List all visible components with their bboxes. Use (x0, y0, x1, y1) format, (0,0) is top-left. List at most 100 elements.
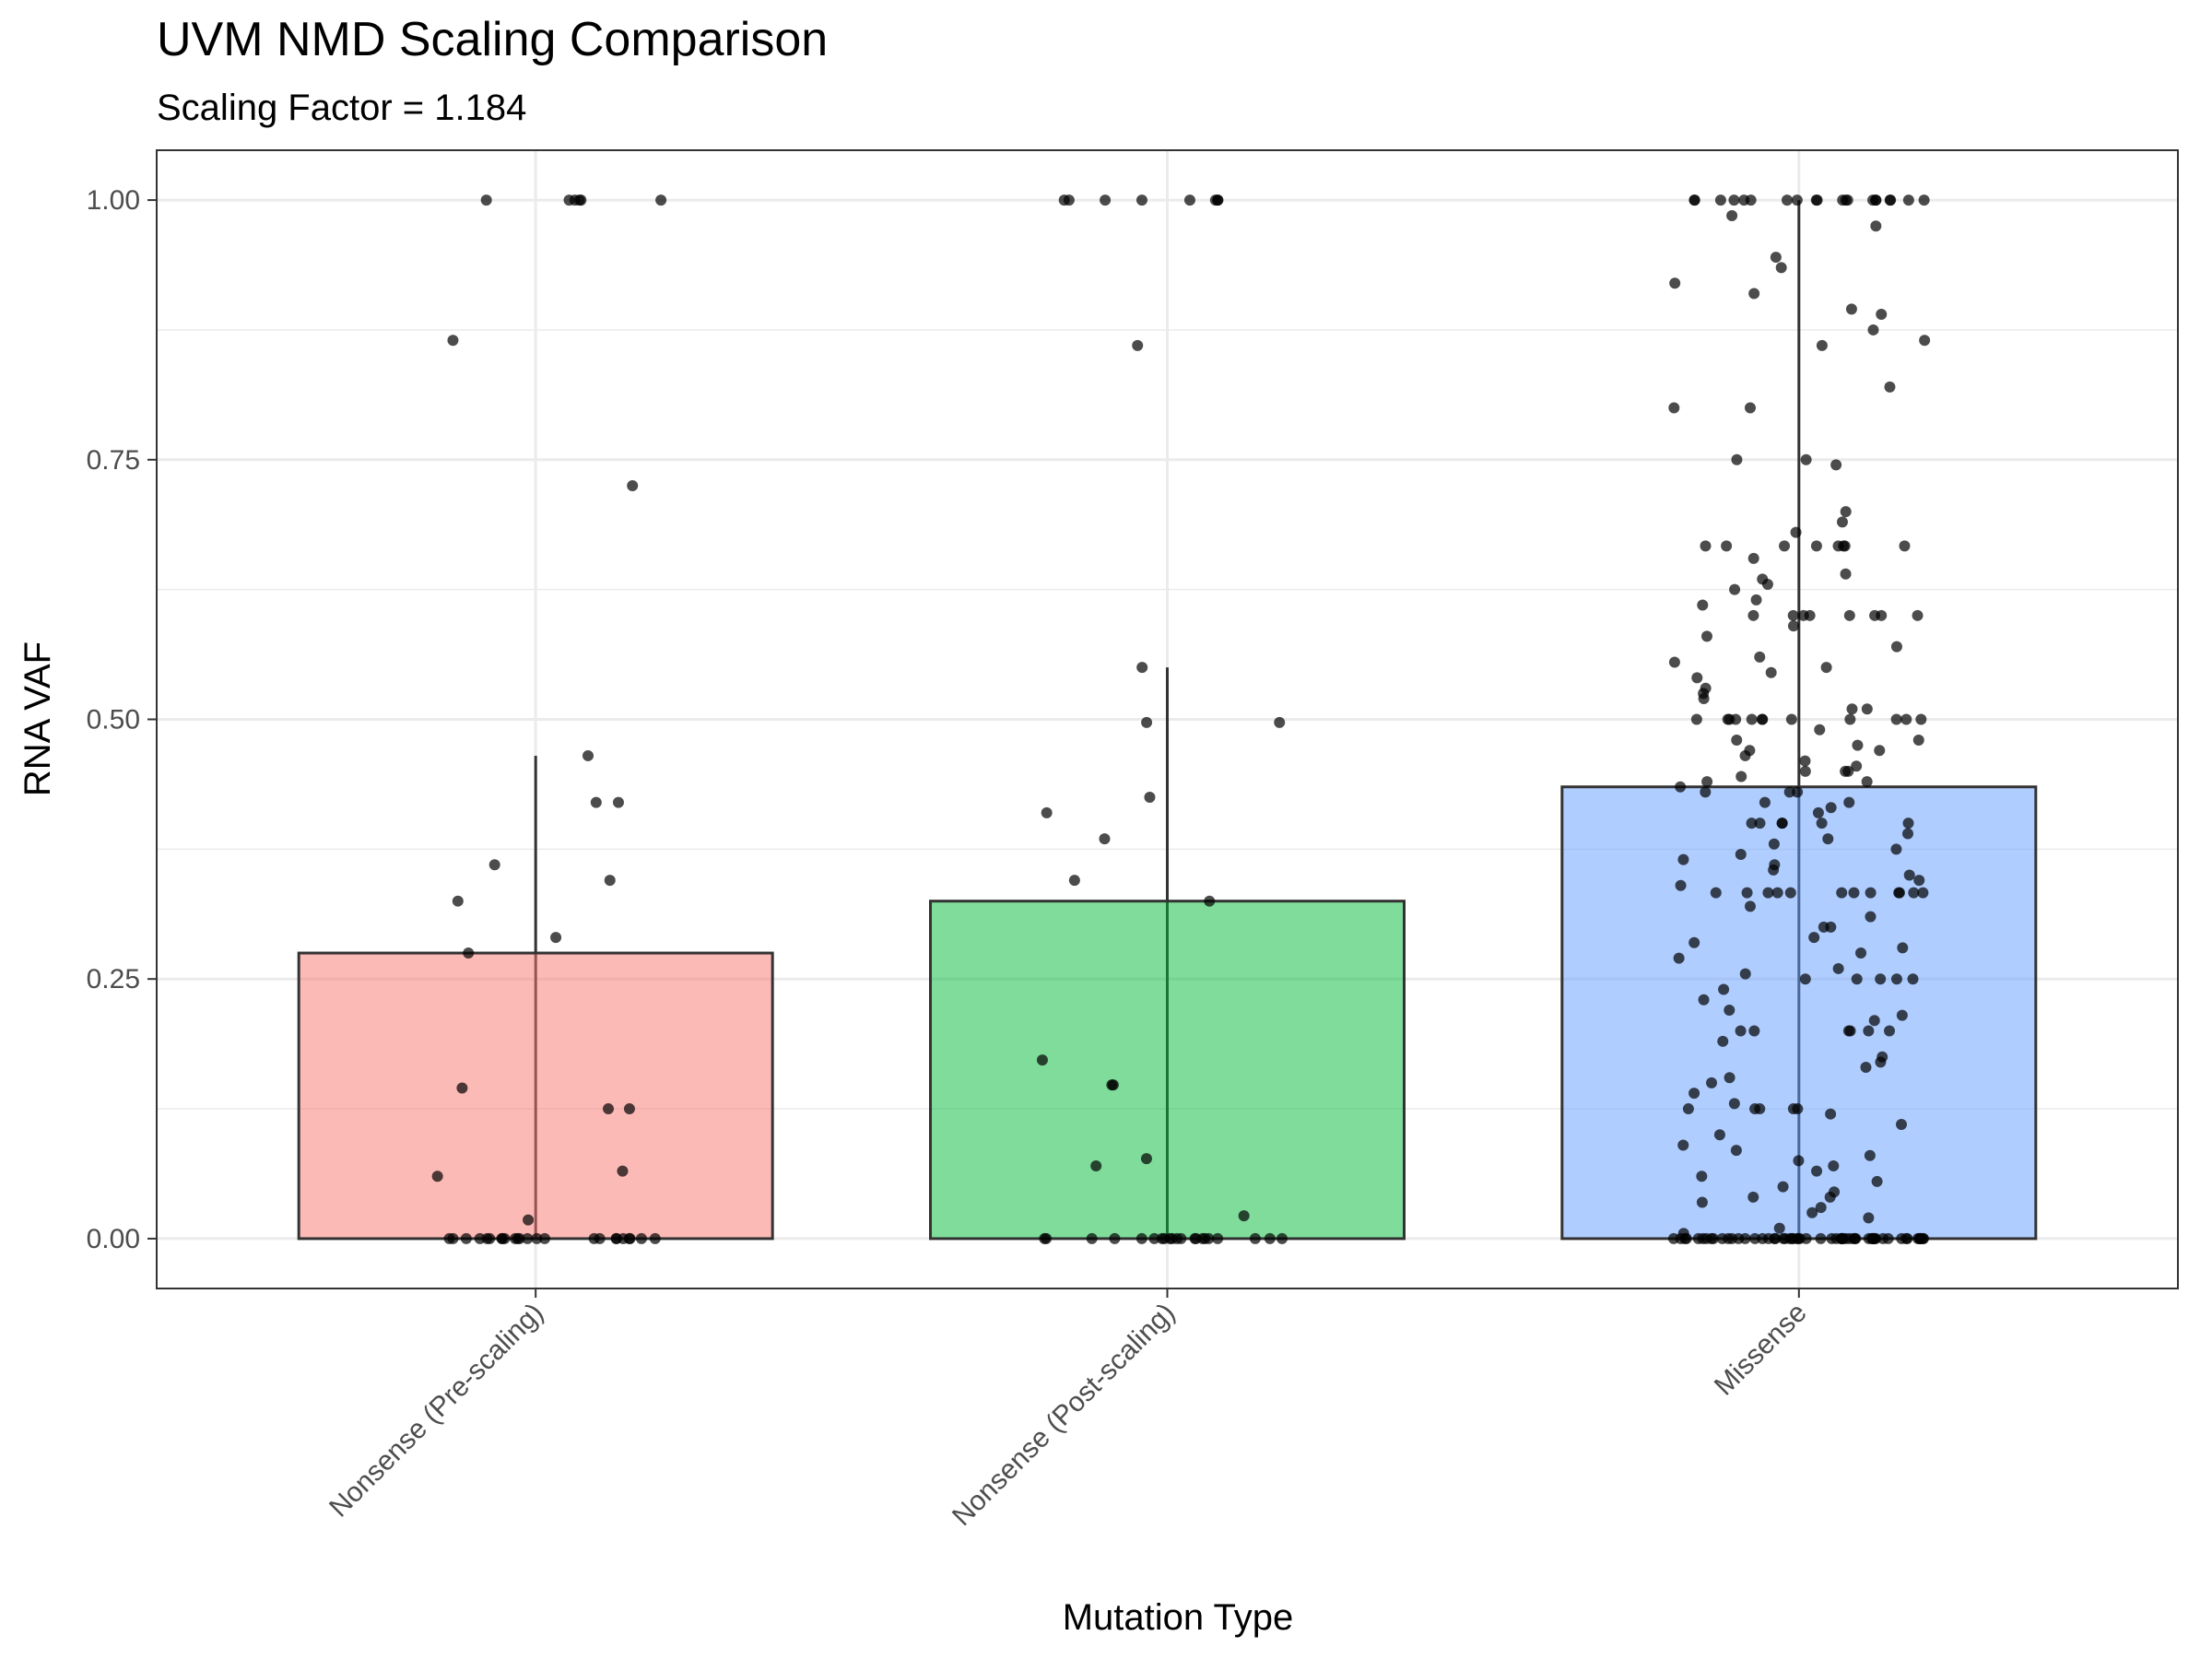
data-point (1840, 506, 1852, 518)
data-point (1721, 540, 1733, 552)
x-tick-label: Nonsense (Pre-scaling) (324, 1298, 549, 1524)
data-point (1739, 968, 1751, 980)
data-point (1705, 1232, 1717, 1244)
data-point (1841, 194, 1853, 206)
data-point (1714, 194, 1726, 206)
data-point (1744, 402, 1756, 414)
data-point (1189, 1232, 1201, 1244)
data-point (1677, 853, 1689, 865)
data-point (1792, 1103, 1804, 1115)
data-point (1799, 765, 1811, 777)
data-point (1109, 1232, 1121, 1244)
data-point (1701, 776, 1713, 788)
data-point (1830, 459, 1842, 471)
data-point (1912, 609, 1924, 621)
data-point (1264, 1232, 1276, 1244)
data-point (1688, 1088, 1700, 1100)
data-point (1747, 609, 1759, 621)
data-point (499, 1232, 511, 1244)
data-point (1864, 1149, 1876, 1161)
data-point (1884, 1025, 1896, 1037)
data-point (1199, 1232, 1211, 1244)
data-point (1781, 194, 1793, 206)
data-point (513, 1232, 525, 1244)
data-point (1765, 666, 1777, 678)
data-point (1688, 936, 1700, 948)
data-point (1850, 1232, 1862, 1244)
data-point (1700, 630, 1712, 642)
data-point (1677, 1139, 1689, 1151)
y-axis-title: RNA VAF (18, 641, 58, 796)
data-point (1848, 887, 1860, 899)
data-point (1785, 713, 1797, 725)
data-point (1811, 194, 1823, 206)
data-point (582, 749, 594, 761)
data-point (1748, 1025, 1760, 1037)
data-point (635, 1232, 647, 1244)
y-tick-label: 0.75 (87, 445, 140, 476)
data-point (1777, 1181, 1789, 1193)
y-tick-label: 0.25 (87, 964, 140, 994)
data-point (1140, 1153, 1152, 1165)
data-point (1893, 887, 1905, 899)
data-point (1212, 194, 1224, 206)
data-point (1874, 745, 1886, 757)
data-point (1890, 843, 1902, 855)
data-point (655, 194, 667, 206)
bar (1560, 785, 2038, 1241)
data-point (1086, 1232, 1098, 1244)
data-point (1800, 453, 1812, 465)
data-point (618, 1232, 629, 1244)
data-point (1735, 1025, 1747, 1037)
data-point (594, 1232, 606, 1244)
x-axis-title: Mutation Type (1063, 1597, 1294, 1638)
data-point (1868, 1015, 1880, 1027)
data-point (1754, 818, 1766, 830)
data-point (1726, 209, 1738, 221)
data-point (1903, 869, 1915, 881)
data-point (1175, 1232, 1187, 1244)
data-point (1815, 1232, 1827, 1244)
y-tick-label: 0.50 (87, 705, 140, 735)
data-point (1900, 1232, 1912, 1244)
data-point (1836, 887, 1848, 899)
data-point (1895, 1118, 1907, 1130)
data-point (1843, 609, 1855, 621)
data-point (1814, 724, 1826, 735)
data-point (523, 1214, 535, 1226)
data-point (1890, 973, 1902, 985)
data-point (1731, 735, 1743, 747)
data-point (480, 194, 492, 206)
data-point (1846, 703, 1858, 715)
data-point (1870, 220, 1882, 232)
data-point (1690, 713, 1702, 725)
data-point (452, 895, 464, 907)
data-point (1876, 309, 1888, 321)
data-point (1773, 1222, 1785, 1234)
data-point (1806, 1206, 1818, 1218)
data-point (1884, 194, 1896, 206)
data-point (481, 1232, 493, 1244)
data-point (1728, 194, 1740, 206)
data-point (460, 1232, 472, 1244)
data-point (1797, 609, 1809, 621)
data-point (1747, 1191, 1759, 1203)
data-point (649, 1232, 661, 1244)
data-point (604, 875, 616, 887)
data-point (1697, 1232, 1709, 1244)
data-point (447, 335, 459, 347)
data-point (1776, 818, 1788, 830)
data-point (627, 479, 639, 491)
data-point (1778, 1232, 1790, 1244)
data-point (1675, 781, 1687, 793)
data-point (1863, 1212, 1875, 1224)
data-point (1840, 765, 1852, 777)
data-point (1696, 1171, 1708, 1182)
data-point (1845, 303, 1857, 315)
data-point (1041, 806, 1053, 818)
data-point (1860, 1061, 1872, 1073)
data-point (1787, 620, 1799, 632)
data-point (1902, 818, 1914, 830)
data-point (1682, 1103, 1694, 1115)
